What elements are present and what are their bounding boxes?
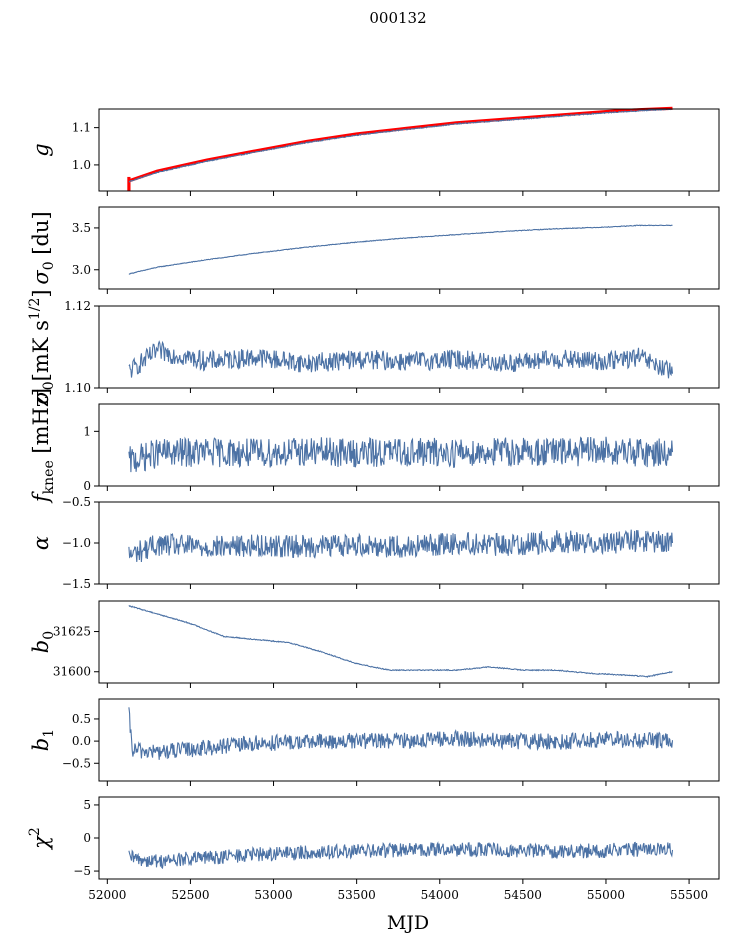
panel-7: −0.5 0.0 0.5 b1 [29,698,720,786]
y-axis-label: χ2 [27,827,53,851]
panel-frame [98,600,720,684]
series-line [128,436,674,473]
y-tick-label: −1.0 [62,536,91,550]
panel-frame [98,108,720,192]
y-tick-label: 31625 [53,625,91,639]
panel-2: 3.0 3.5 σ0 [du] [29,206,720,294]
x-tick-label: 55500 [670,888,708,902]
y-axis-label: σ0[mK s1/2] [27,289,57,404]
panel-5: −1.5 −1.0 −0.5 α [29,495,720,591]
panel-frame [98,698,720,782]
y-tick-label: 1.10 [64,381,91,395]
y-tick-label: −0.5 [62,756,91,770]
y-axis-label: fknee [mHz] [29,388,57,504]
y-tick-label: 3.5 [72,221,91,235]
x-tick-label: 52000 [88,888,126,902]
x-tick-label: 52500 [171,888,209,902]
y-tick-label: 1 [83,424,91,438]
y-tick-label: 0 [83,831,91,845]
panel-frame [98,796,720,880]
y-tick-label: 3.0 [72,263,91,277]
x-axis-label: MJD [387,912,429,934]
x-tick-label: 53000 [254,888,292,902]
y-axis-label: α [29,536,53,550]
y-axis-label: b1 [29,729,57,751]
y-axis-label: σ0 [du] [29,211,57,284]
y-tick-label: −5 [73,864,91,878]
y-tick-label: 31600 [53,665,91,679]
series-line [128,707,674,760]
x-tick-label: 55000 [587,888,625,902]
x-tick-label: 54000 [421,888,459,902]
y-tick-label: 1.1 [72,121,91,135]
y-tick-label: 0.5 [72,712,91,726]
series-line [128,108,673,183]
reference-line [128,106,673,183]
y-axis-label: b0 [29,631,57,653]
panel-frame [98,501,720,585]
series-line [128,224,673,275]
panel-4: 0 1 fknee [mHz] [29,388,720,504]
y-tick-label: −0.5 [62,495,91,509]
y-tick-label: 0 [83,479,91,493]
y-tick-label: 0.0 [72,734,91,748]
y-tick-label: 1.0 [72,158,91,172]
panel-8: −5 0 5 χ2 [27,796,720,884]
y-tick-label: 1.12 [64,299,91,313]
series-line [128,605,673,678]
series-line [128,841,674,870]
series-line [128,340,674,379]
figure-title: 000132 [369,9,426,27]
panel-frame [98,206,720,290]
y-axis-label: g [29,143,53,156]
panel-frame [98,305,720,389]
panel-1: 1.0 1.1 g [29,106,720,196]
x-tick-label: 54500 [504,888,542,902]
panel-frame [98,403,720,487]
panel-3: 1.10 1.12 σ0[mK s1/2] [27,289,720,405]
y-tick-label: 5 [83,798,91,812]
x-tick-label: 53500 [338,888,376,902]
y-tick-label: −1.5 [62,577,91,591]
series-line [128,529,674,563]
